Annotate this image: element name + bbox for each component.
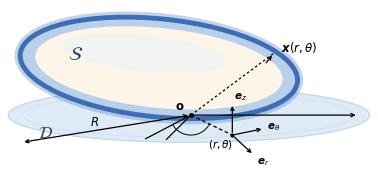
- Ellipse shape: [61, 33, 226, 73]
- Text: $\boldsymbol{e}_z$: $\boldsymbol{e}_z$: [234, 91, 247, 103]
- Text: $\mathbf{o}$: $\mathbf{o}$: [175, 100, 184, 113]
- Ellipse shape: [8, 88, 370, 142]
- Text: $\mathcal{D}$: $\mathcal{D}$: [38, 125, 53, 142]
- Ellipse shape: [35, 26, 282, 110]
- Text: $(r,\theta)$: $(r,\theta)$: [209, 138, 234, 151]
- Text: $R$: $R$: [90, 116, 99, 129]
- Text: $\mathcal{S}$: $\mathcal{S}$: [68, 46, 84, 64]
- Text: $\boldsymbol{x}(r,\theta)$: $\boldsymbol{x}(r,\theta)$: [281, 40, 318, 55]
- Ellipse shape: [20, 17, 297, 119]
- Text: $\boldsymbol{e}_r$: $\boldsymbol{e}_r$: [257, 156, 269, 168]
- Ellipse shape: [20, 17, 297, 119]
- Ellipse shape: [23, 93, 355, 138]
- Text: $\boldsymbol{e}_\theta$: $\boldsymbol{e}_\theta$: [267, 121, 281, 133]
